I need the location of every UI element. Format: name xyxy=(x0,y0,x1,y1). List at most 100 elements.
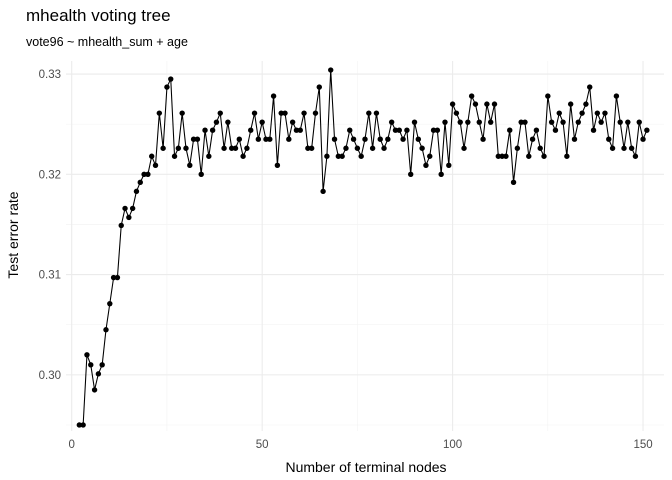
data-point xyxy=(533,127,540,133)
data-point xyxy=(415,136,422,142)
data-point xyxy=(388,119,395,125)
data-point xyxy=(320,188,326,195)
data-point xyxy=(244,145,250,151)
data-point xyxy=(465,119,471,125)
data-point xyxy=(545,93,551,99)
data-point xyxy=(518,119,524,125)
data-point xyxy=(602,110,608,116)
data-point xyxy=(571,136,578,142)
data-point xyxy=(606,136,612,142)
data-point xyxy=(84,352,90,358)
data-point xyxy=(434,127,441,133)
data-point xyxy=(312,110,319,116)
y-axis-ticks: 0.30 0.31 0.32 0.33 xyxy=(39,69,61,382)
data-point xyxy=(373,110,380,116)
data-point xyxy=(503,153,509,159)
data-point xyxy=(609,145,616,151)
x-tick-label: 50 xyxy=(256,439,269,451)
data-point xyxy=(122,205,128,212)
data-point xyxy=(110,274,117,281)
data-point xyxy=(514,145,521,151)
data-point xyxy=(427,153,433,159)
data-point xyxy=(396,127,402,133)
data-point xyxy=(366,110,372,116)
data-point xyxy=(590,127,597,133)
data-point xyxy=(419,145,425,151)
data-point xyxy=(305,145,311,151)
data-point xyxy=(362,136,368,142)
data-point xyxy=(510,179,517,186)
data-point xyxy=(183,145,189,151)
data-point xyxy=(495,153,502,159)
data-point xyxy=(487,119,494,125)
data-point xyxy=(457,119,463,125)
data-point xyxy=(286,136,292,142)
y-tick-label: 0.30 xyxy=(39,370,61,382)
data-point xyxy=(175,145,182,151)
data-point xyxy=(369,145,376,151)
data-point xyxy=(556,110,562,116)
data-point xyxy=(491,101,498,107)
y-tick-label: 0.33 xyxy=(39,69,61,81)
data-point xyxy=(263,136,269,142)
data-point xyxy=(114,274,121,281)
data-point xyxy=(575,119,581,125)
data-point xyxy=(248,127,254,133)
data-point xyxy=(583,101,589,107)
data-point xyxy=(129,205,136,212)
data-point xyxy=(442,119,448,125)
x-axis-ticks: 0 50 100 150 xyxy=(69,439,653,451)
data-point xyxy=(171,153,178,159)
data-point xyxy=(461,145,467,151)
data-point xyxy=(446,162,452,168)
data-point xyxy=(392,127,399,133)
data-point xyxy=(579,110,585,116)
data-point xyxy=(537,145,543,151)
data-point xyxy=(347,127,353,133)
data-point xyxy=(640,136,646,142)
data-point xyxy=(548,119,555,125)
data-point xyxy=(404,127,410,133)
data-point xyxy=(297,127,303,133)
data-point xyxy=(270,93,277,99)
data-point xyxy=(335,153,342,159)
data-point xyxy=(190,136,197,142)
data-point xyxy=(80,422,86,428)
data-point xyxy=(255,136,262,142)
data-point xyxy=(282,110,288,116)
data-point xyxy=(358,153,364,159)
y-tick-label: 0.32 xyxy=(39,169,61,181)
data-point xyxy=(350,136,357,142)
data-point xyxy=(594,110,601,116)
data-point xyxy=(507,127,513,133)
data-point xyxy=(628,145,635,151)
data-point xyxy=(156,110,163,116)
data-point xyxy=(411,119,418,125)
grid xyxy=(66,61,664,431)
data-point xyxy=(449,101,456,107)
data-point xyxy=(587,84,593,90)
data-point xyxy=(331,136,338,142)
data-point xyxy=(152,162,159,168)
data-point xyxy=(274,162,281,168)
data-point xyxy=(99,362,105,368)
data-point xyxy=(430,127,437,133)
data-point xyxy=(453,110,460,116)
data-point xyxy=(293,127,300,133)
data-point xyxy=(408,171,414,178)
data-point xyxy=(213,119,220,125)
data-point xyxy=(91,387,98,393)
data-point xyxy=(423,162,429,168)
data-point xyxy=(278,110,284,116)
y-tick-label: 0.31 xyxy=(39,270,61,282)
data-point xyxy=(221,145,227,151)
x-tick-label: 150 xyxy=(633,439,652,451)
data-point xyxy=(328,67,334,73)
data-point xyxy=(198,171,204,178)
data-point xyxy=(141,171,147,178)
data-point xyxy=(76,422,83,428)
data-point xyxy=(385,136,391,142)
data-point xyxy=(644,127,650,133)
data-point xyxy=(232,145,239,151)
